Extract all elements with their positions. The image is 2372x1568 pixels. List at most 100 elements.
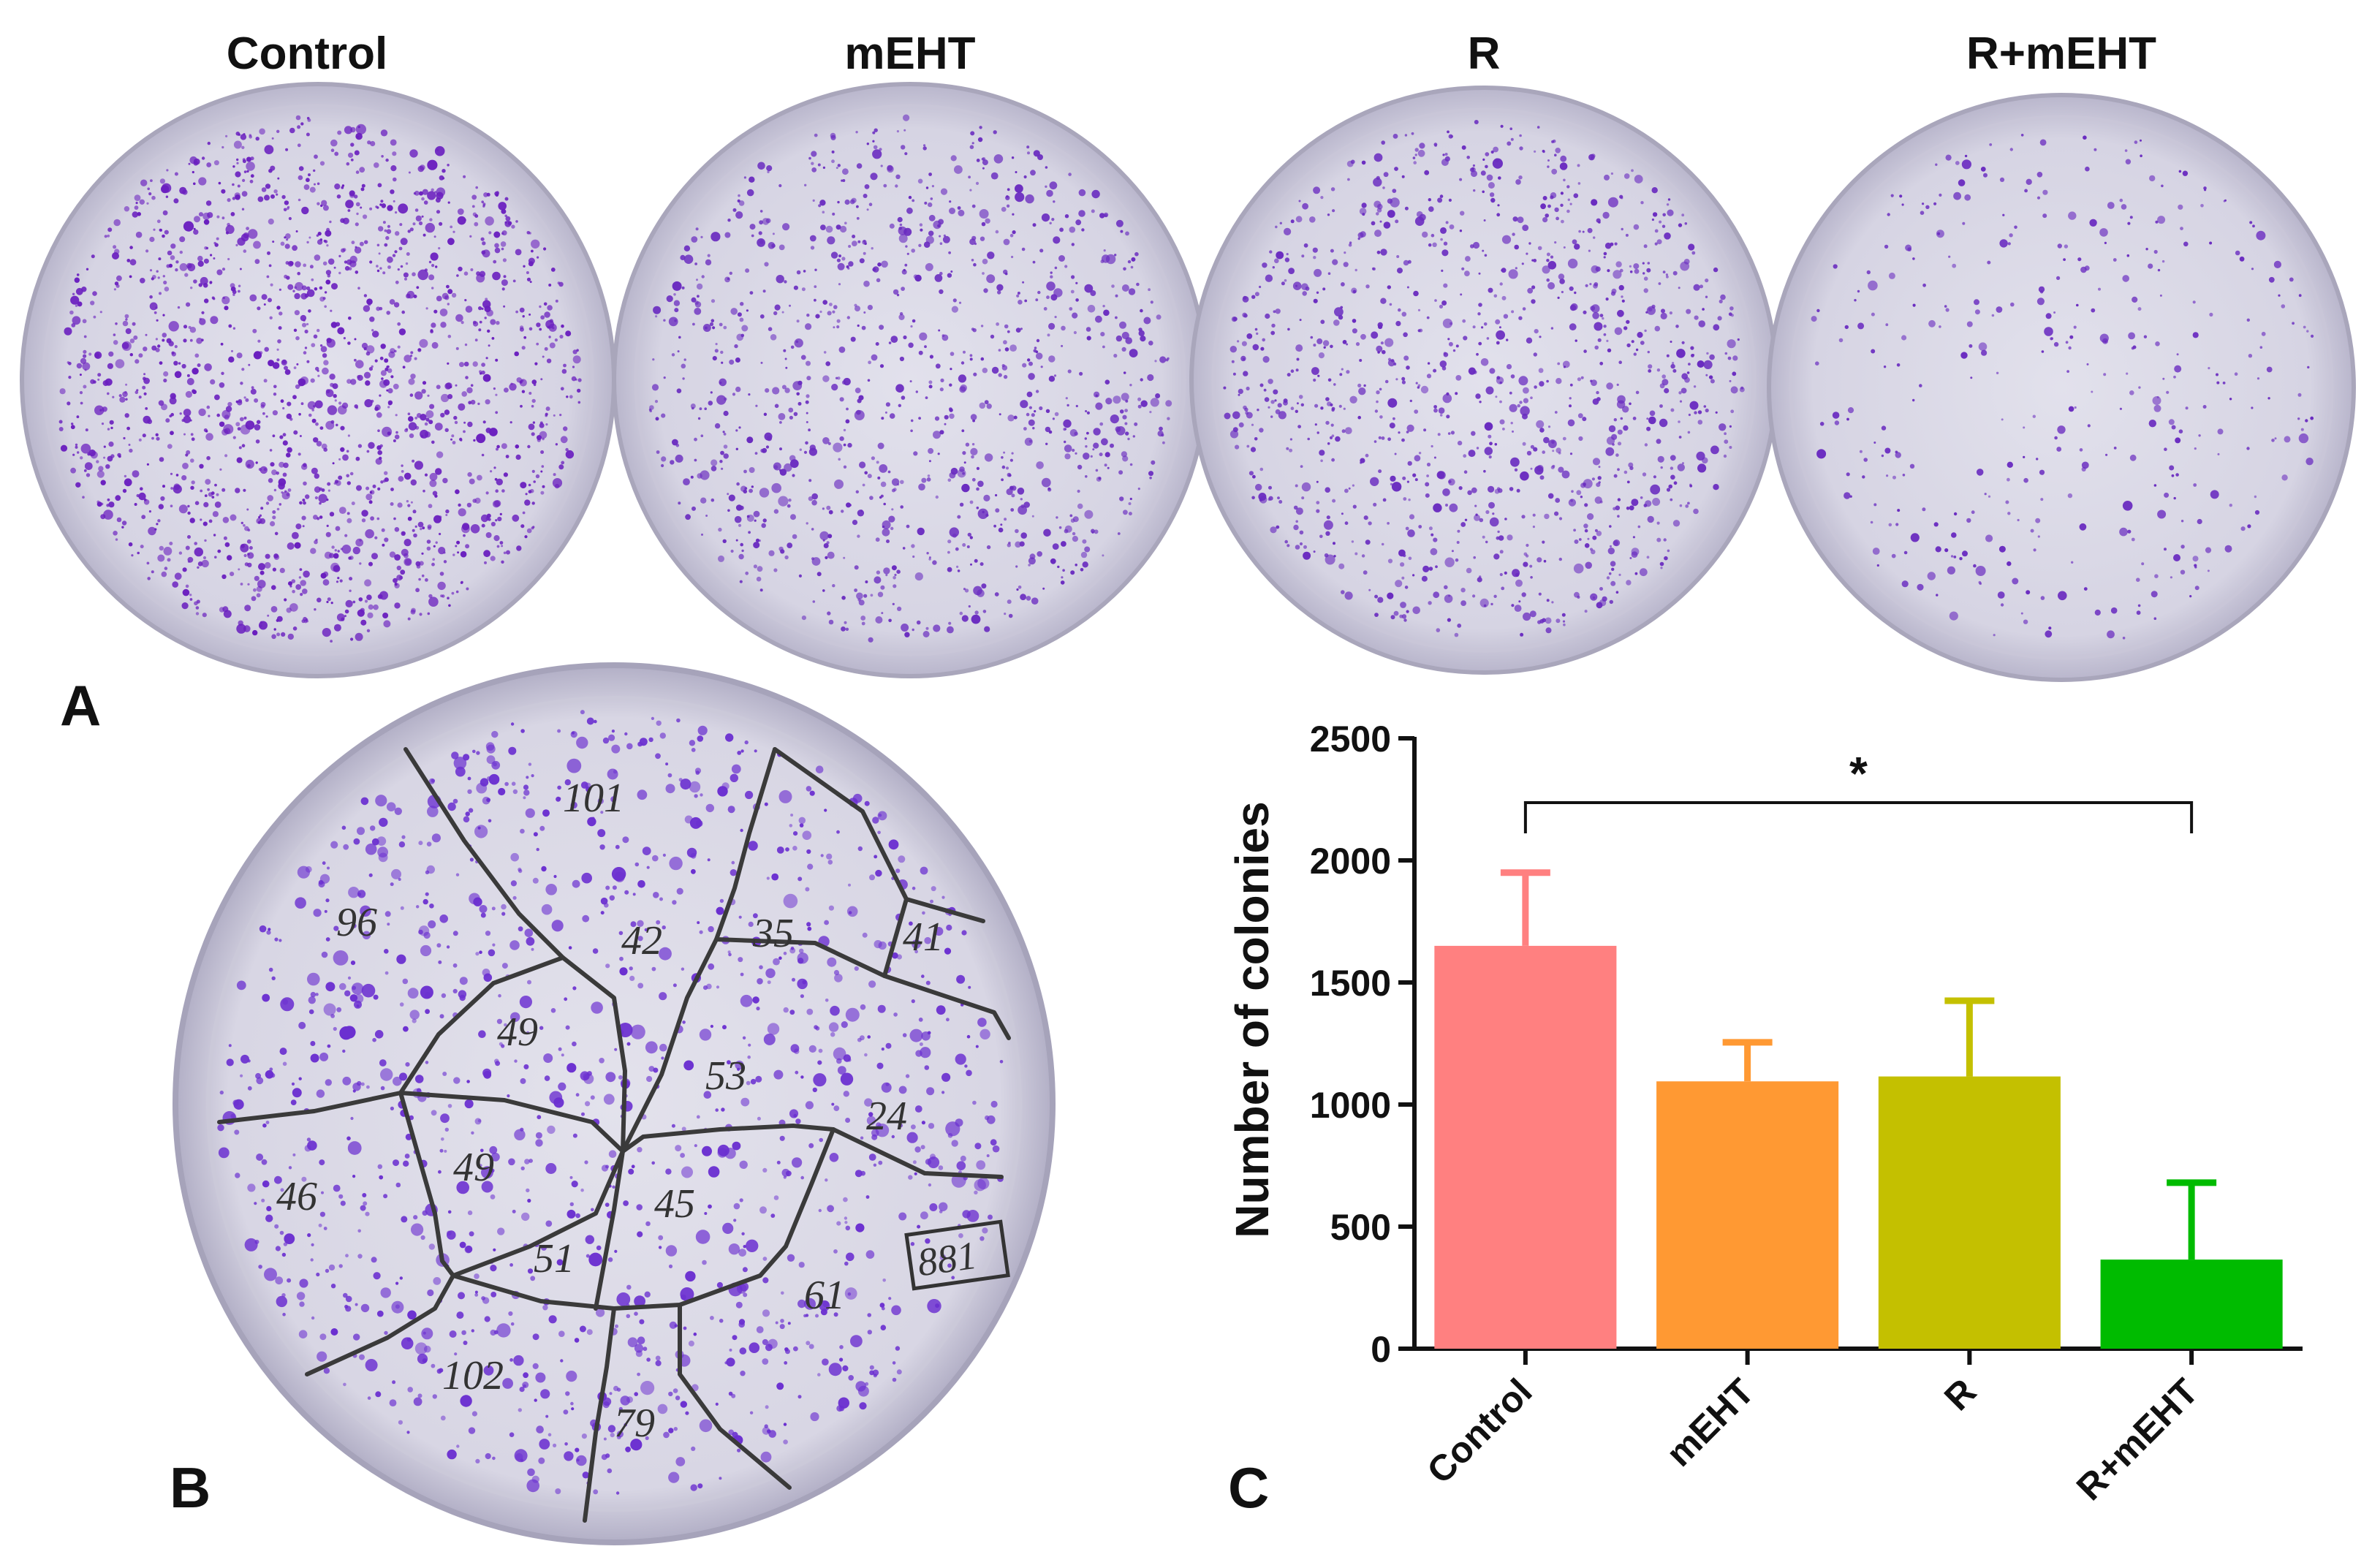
colony-dot bbox=[569, 1175, 573, 1179]
colony-dot bbox=[339, 579, 343, 583]
colony-dot bbox=[968, 175, 971, 179]
colony-dot bbox=[2143, 335, 2148, 338]
colony-dot bbox=[977, 508, 989, 519]
colony-dot bbox=[213, 160, 219, 166]
colony-dot bbox=[281, 360, 287, 364]
colony-dot bbox=[1374, 409, 1379, 413]
colony-dot bbox=[1443, 352, 1447, 355]
colony-dot bbox=[976, 466, 980, 471]
colony-dot bbox=[357, 126, 360, 129]
colony-dot bbox=[143, 499, 150, 505]
colony-dot bbox=[315, 993, 319, 996]
colony-dot bbox=[2137, 604, 2141, 607]
colony-dot bbox=[577, 378, 582, 382]
colony-dot bbox=[605, 963, 610, 969]
colony-dot bbox=[1488, 485, 1495, 493]
colony-dot bbox=[187, 263, 196, 272]
colony-dot bbox=[1660, 312, 1667, 319]
colony-dot bbox=[1604, 242, 1612, 249]
colony-dot bbox=[72, 316, 81, 325]
colony-dot bbox=[322, 628, 331, 637]
colony-dot bbox=[1536, 420, 1545, 428]
colony-dot bbox=[425, 578, 428, 582]
colony-dot bbox=[1583, 479, 1593, 489]
colony-dot bbox=[2132, 296, 2138, 303]
colony-dot bbox=[168, 321, 179, 332]
colony-dot bbox=[447, 334, 452, 338]
colony-dot bbox=[173, 485, 182, 494]
colony-dot bbox=[634, 1295, 645, 1307]
colony-dot bbox=[839, 1345, 844, 1349]
colony-dot bbox=[766, 165, 773, 172]
colony-dot bbox=[637, 920, 644, 928]
colony-dot bbox=[394, 554, 401, 561]
colony-dot bbox=[1623, 326, 1628, 330]
colony-dot bbox=[133, 335, 138, 340]
colony-dot bbox=[2168, 419, 2175, 425]
colony-dot bbox=[1299, 542, 1303, 546]
colony-dot bbox=[757, 978, 763, 985]
colony-dot bbox=[723, 410, 729, 417]
colony-dot bbox=[2159, 294, 2162, 297]
colony-dot bbox=[950, 467, 958, 475]
colony-dot bbox=[917, 527, 925, 536]
colony-dot bbox=[417, 348, 422, 352]
colony-dot bbox=[492, 271, 501, 281]
colony-dot bbox=[883, 567, 890, 575]
colony-dot bbox=[655, 1360, 662, 1366]
colony-dot bbox=[2037, 535, 2040, 538]
colony-dot bbox=[156, 523, 159, 526]
colony-dot bbox=[959, 611, 963, 616]
colony-dot bbox=[1348, 243, 1352, 247]
colony-dot bbox=[838, 346, 846, 353]
colony-dot bbox=[1084, 510, 1094, 519]
colony-dot bbox=[1569, 404, 1572, 408]
colony-dot bbox=[705, 259, 712, 266]
colony-dot bbox=[485, 357, 488, 360]
colony-dot bbox=[1705, 295, 1708, 298]
colony-dot bbox=[294, 310, 300, 316]
colony-dot bbox=[2224, 545, 2232, 553]
colony-dot bbox=[1653, 475, 1656, 479]
colony-dot bbox=[336, 1007, 342, 1012]
colony-dot bbox=[939, 235, 941, 238]
colony-dot bbox=[563, 1409, 569, 1414]
colony-dot bbox=[1232, 372, 1236, 376]
colony-dot bbox=[545, 1414, 549, 1418]
colony-dot bbox=[1649, 410, 1656, 417]
colony-dot bbox=[2094, 148, 2097, 151]
colony-dot bbox=[646, 1357, 651, 1362]
colony-dot bbox=[1293, 524, 1299, 531]
colony-dot bbox=[2056, 276, 2061, 280]
colony-dot bbox=[376, 206, 379, 209]
colony-dot bbox=[842, 168, 849, 175]
colony-dot bbox=[377, 450, 382, 455]
colony-dot bbox=[1080, 568, 1084, 572]
colony-dot bbox=[1728, 312, 1732, 317]
colony-dot bbox=[540, 378, 543, 381]
colony-dot bbox=[969, 354, 973, 357]
colony-dot bbox=[478, 306, 482, 311]
colony-dot bbox=[1373, 502, 1377, 507]
colony-dot bbox=[977, 137, 983, 143]
colony-dot bbox=[187, 504, 190, 508]
colony-dot bbox=[935, 495, 939, 499]
colony-dot bbox=[461, 391, 467, 397]
colony-dot bbox=[753, 564, 757, 569]
colony-dot bbox=[1490, 602, 1493, 606]
colony-dot bbox=[1262, 262, 1268, 268]
colony-dot bbox=[948, 621, 952, 625]
colony-dot bbox=[278, 478, 287, 486]
colony-dot bbox=[338, 254, 341, 257]
colony-dot bbox=[1064, 428, 1067, 431]
colony-dot bbox=[455, 346, 459, 350]
colony-dot bbox=[501, 279, 508, 287]
colony-dot bbox=[2071, 561, 2074, 564]
colony-dot bbox=[1436, 471, 1445, 480]
colony-dot bbox=[1530, 576, 1533, 579]
colony-dot bbox=[1686, 371, 1690, 374]
colony-dot bbox=[327, 482, 331, 486]
colony-dot bbox=[323, 1368, 330, 1374]
colony-dot bbox=[939, 289, 944, 295]
colony-dot bbox=[1514, 605, 1522, 612]
